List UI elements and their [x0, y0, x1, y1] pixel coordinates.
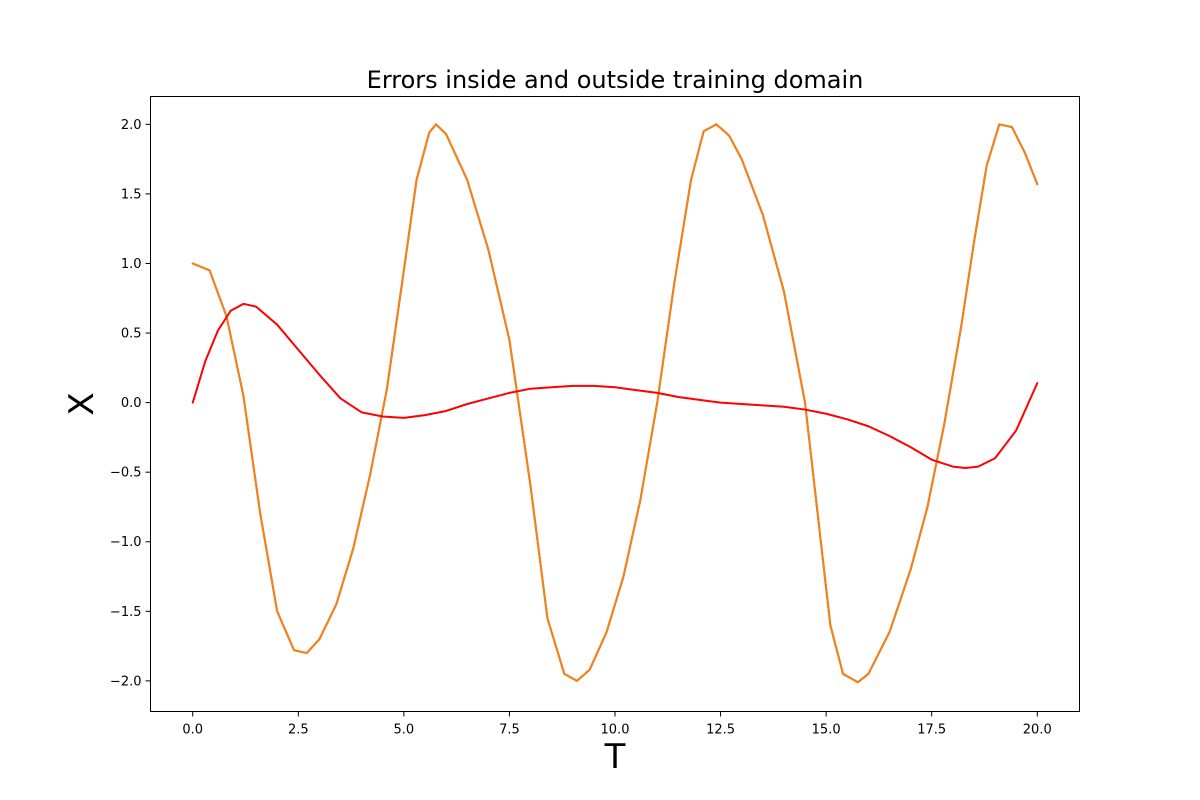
series-line-3	[191, 302, 1039, 469]
x-tick-label: 10.0	[601, 723, 630, 738]
series-layer	[191, 123, 1039, 684]
y-tick-label: −0.5	[110, 466, 142, 481]
series-line-2	[191, 123, 1039, 684]
y-tick-label: 0.5	[121, 327, 142, 342]
x-tick-label: 12.5	[706, 723, 735, 738]
x-tick-label: 5.0	[394, 723, 415, 738]
y-tick-label: 2.0	[121, 118, 142, 133]
x-tick-label: 15.0	[812, 723, 841, 738]
x-tick-label: 20.0	[1023, 723, 1052, 738]
y-tick-label: −2.0	[110, 674, 142, 689]
x-axis-label: T	[604, 737, 626, 777]
y-tick-label: −1.5	[110, 605, 142, 620]
x-tick-label: 17.5	[917, 723, 946, 738]
x-tick-label: 2.5	[288, 723, 309, 738]
y-tick-label: 1.5	[121, 187, 142, 202]
x-axis: 0.0 2.5 5.0 7.5 10.0 12.5 15.0 17.5 20.0	[182, 711, 1052, 738]
y-axis: −2.0 −1.5 −1.0 −0.5 0.0 0.5 1.0 1.5 2.0	[110, 118, 151, 689]
chart-title: Errors inside and outside training domai…	[367, 66, 864, 94]
x-tick-label: 7.5	[499, 723, 520, 738]
y-tick-label: −1.0	[110, 535, 142, 550]
x-tick-label: 0.0	[182, 723, 203, 738]
y-axis-label: X	[62, 392, 102, 415]
y-tick-label: 0.0	[121, 396, 142, 411]
y-tick-label: 1.0	[121, 257, 142, 272]
